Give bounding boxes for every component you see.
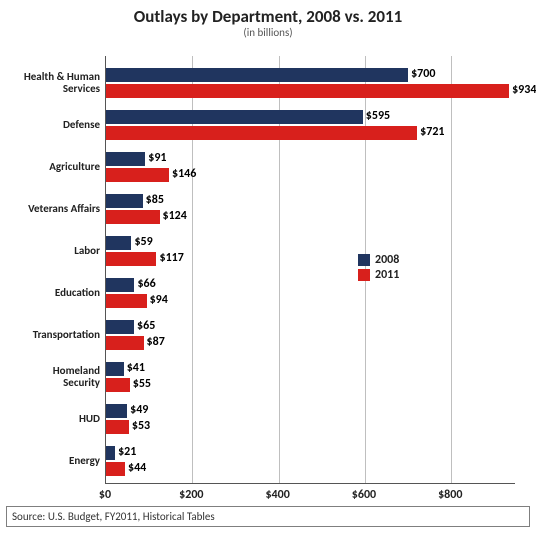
x-tick-label: $600 bbox=[352, 488, 376, 502]
category-label: Education bbox=[0, 287, 100, 299]
bar-value-2008: $595 bbox=[366, 109, 390, 123]
category-group: $700$934 bbox=[106, 68, 515, 98]
bar-2011 bbox=[106, 252, 156, 266]
category-group: $59 $117 bbox=[106, 236, 515, 266]
x-tick-label: $800 bbox=[438, 488, 462, 502]
category-group: $49$53 bbox=[106, 404, 515, 434]
category-label: Defense bbox=[0, 119, 100, 131]
plot-area: $700$934 $595 $721 $91 $146 $85 $124 $59 $117 $66… bbox=[105, 56, 515, 484]
bars-layer: $700$934 $595 $721 $91 $146 $85 $124 $59 $117 $66… bbox=[106, 56, 515, 483]
category-group: $85 $124 bbox=[106, 194, 515, 224]
bar-2011 bbox=[106, 126, 417, 140]
bar-2011 bbox=[106, 84, 509, 98]
bar-2008 bbox=[106, 152, 145, 166]
category-label: Veterans Affairs bbox=[0, 203, 100, 215]
bar-value-2011: $124 bbox=[163, 209, 187, 223]
bar-value-2011: $53 bbox=[132, 419, 150, 433]
category-group: $66$94 bbox=[106, 278, 515, 308]
category-group: $21$44 bbox=[106, 446, 515, 476]
chart-container: Outlays by Department, 2008 vs. 2011 (in… bbox=[0, 0, 536, 533]
bar-value-2008: $65 bbox=[137, 319, 155, 333]
source-text: Source: U.S. Budget, FY2011, Historical … bbox=[12, 510, 215, 523]
category-label: Health & HumanServices bbox=[0, 71, 100, 95]
category-group: $41$55 bbox=[106, 362, 515, 392]
bar-value-2008: $59 bbox=[134, 235, 152, 249]
source-citation: Source: U.S. Budget, FY2011, Historical … bbox=[6, 506, 530, 527]
bar-value-2008: $91 bbox=[148, 151, 166, 165]
legend-label: 2011 bbox=[375, 268, 399, 282]
bar-2011 bbox=[106, 210, 160, 224]
bar-2011 bbox=[106, 294, 147, 308]
bar-value-2011: $934 bbox=[512, 83, 536, 97]
category-group: $595 $721 bbox=[106, 110, 515, 140]
category-label: Labor bbox=[0, 245, 100, 257]
category-label: Agriculture bbox=[0, 161, 100, 173]
bar-2008 bbox=[106, 236, 131, 250]
bar-2008 bbox=[106, 320, 134, 334]
legend-label: 2008 bbox=[375, 253, 399, 267]
category-label: HUD bbox=[0, 413, 100, 425]
bar-2008 bbox=[106, 278, 134, 292]
bar-value-2011: $87 bbox=[147, 335, 165, 349]
chart-subtitle: (in billions) bbox=[0, 26, 536, 39]
bar-value-2011: $94 bbox=[150, 293, 168, 307]
bar-2008 bbox=[106, 110, 363, 124]
legend-item: 2008 bbox=[358, 253, 399, 267]
bar-2011 bbox=[106, 462, 125, 476]
bar-value-2008: $21 bbox=[118, 445, 136, 459]
bar-value-2011: $721 bbox=[420, 125, 444, 139]
category-label: HomelandSecurity bbox=[0, 365, 100, 389]
bar-value-2008: $85 bbox=[146, 193, 164, 207]
bar-value-2011: $117 bbox=[159, 251, 183, 265]
bar-value-2011: $44 bbox=[128, 461, 146, 475]
x-tick-label: $200 bbox=[179, 488, 203, 502]
bar-2011 bbox=[106, 378, 130, 392]
x-tick-label: $0 bbox=[99, 488, 111, 502]
legend: 20082011 bbox=[358, 252, 399, 283]
bar-value-2008: $66 bbox=[137, 277, 155, 291]
bar-value-2011: $146 bbox=[172, 167, 196, 181]
bar-2008 bbox=[106, 194, 143, 208]
bar-2011 bbox=[106, 336, 144, 350]
chart-title: Outlays by Department, 2008 vs. 2011 bbox=[0, 0, 536, 27]
category-label: Transportation bbox=[0, 329, 100, 341]
bar-2008 bbox=[106, 404, 127, 418]
legend-item: 2011 bbox=[358, 268, 399, 282]
bar-value-2011: $55 bbox=[133, 377, 151, 391]
legend-swatch bbox=[358, 269, 370, 281]
bar-2011 bbox=[106, 168, 169, 182]
category-group: $91 $146 bbox=[106, 152, 515, 182]
x-tick-label: $400 bbox=[265, 488, 289, 502]
category-group: $65$87 bbox=[106, 320, 515, 350]
bar-value-2008: $49 bbox=[130, 403, 148, 417]
legend-swatch bbox=[358, 254, 370, 266]
category-label: Energy bbox=[0, 455, 100, 467]
bar-2011 bbox=[106, 420, 129, 434]
bar-2008 bbox=[106, 68, 408, 82]
bar-2008 bbox=[106, 446, 115, 460]
bar-value-2008: $700 bbox=[411, 67, 435, 81]
bar-value-2008: $41 bbox=[127, 361, 145, 375]
bar-2008 bbox=[106, 362, 124, 376]
